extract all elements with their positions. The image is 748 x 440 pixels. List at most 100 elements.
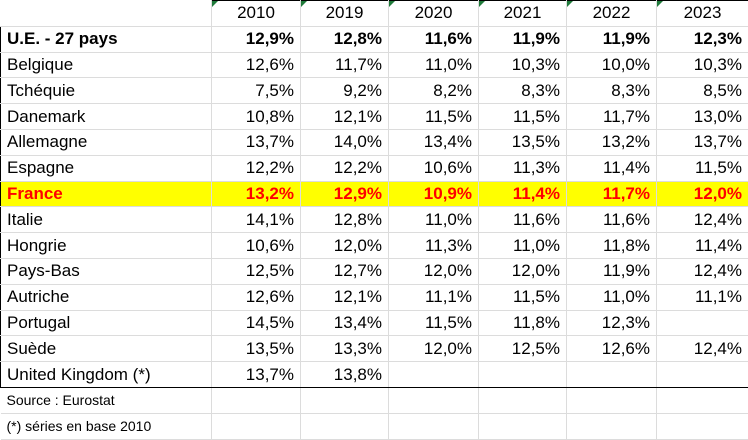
empty-cell[interactable] [567,387,657,413]
empty-cell[interactable] [567,413,657,439]
empty-cell[interactable] [657,413,748,439]
value-cell[interactable]: 11,9% [479,26,567,52]
value-cell[interactable]: 12,8% [301,26,389,52]
value-cell[interactable]: 7,5% [212,78,301,104]
value-cell[interactable]: 13,8% [301,362,389,388]
value-cell[interactable]: 11,7% [567,181,657,207]
value-cell[interactable] [479,362,567,388]
value-cell[interactable]: 14,5% [212,310,301,336]
value-cell[interactable] [657,362,748,388]
value-cell[interactable]: 14,1% [212,207,301,233]
value-cell[interactable] [567,362,657,388]
value-cell[interactable]: 10,0% [567,52,657,78]
value-cell[interactable]: 11,8% [567,233,657,259]
value-cell[interactable]: 8,5% [657,78,748,104]
empty-cell[interactable] [212,387,301,413]
empty-cell[interactable] [479,387,567,413]
year-header-cell[interactable]: 2022 [567,1,657,27]
year-header-cell[interactable]: 2020 [389,1,479,27]
value-cell[interactable]: 12,1% [301,284,389,310]
value-cell[interactable]: 12,5% [212,258,301,284]
value-cell[interactable]: 12,5% [479,336,567,362]
country-label-cell[interactable]: Hongrie [1,233,212,259]
value-cell[interactable]: 12,6% [212,52,301,78]
value-cell[interactable]: 11,4% [657,233,748,259]
empty-cell[interactable] [389,413,479,439]
value-cell[interactable]: 13,2% [567,129,657,155]
source-note[interactable]: Source : Eurostat [1,387,212,413]
value-cell[interactable]: 13,4% [389,129,479,155]
value-cell[interactable]: 11,8% [479,310,567,336]
value-cell[interactable]: 10,9% [389,181,479,207]
value-cell[interactable]: 12,2% [301,155,389,181]
value-cell[interactable]: 11,1% [389,284,479,310]
value-cell[interactable]: 8,3% [567,78,657,104]
value-cell[interactable]: 11,3% [389,233,479,259]
value-cell[interactable]: 13,4% [301,310,389,336]
value-cell[interactable]: 12,2% [212,155,301,181]
value-cell[interactable]: 8,2% [389,78,479,104]
value-cell[interactable]: 10,6% [212,233,301,259]
value-cell[interactable]: 12,4% [657,336,748,362]
value-cell[interactable]: 11,6% [567,207,657,233]
value-cell[interactable]: 12,0% [657,181,748,207]
value-cell[interactable]: 14,0% [301,129,389,155]
country-label-cell[interactable]: Portugal [1,310,212,336]
value-cell[interactable]: 11,6% [389,26,479,52]
value-cell[interactable]: 13,7% [212,129,301,155]
country-label-cell[interactable]: Tchéquie [1,78,212,104]
value-cell[interactable]: 11,6% [479,207,567,233]
header-corner-cell[interactable] [1,1,212,27]
year-header-cell[interactable]: 2023 [657,1,748,27]
value-cell[interactable]: 11,4% [567,155,657,181]
value-cell[interactable]: 11,5% [657,155,748,181]
empty-cell[interactable] [657,387,748,413]
country-label-cell[interactable]: Autriche [1,284,212,310]
value-cell[interactable]: 13,2% [212,181,301,207]
value-cell[interactable]: 10,3% [479,52,567,78]
value-cell[interactable]: 10,3% [657,52,748,78]
value-cell[interactable]: 9,2% [301,78,389,104]
value-cell[interactable]: 13,3% [301,336,389,362]
year-header-cell[interactable]: 2021 [479,1,567,27]
empty-cell[interactable] [212,413,301,439]
country-label-cell[interactable]: Italie [1,207,212,233]
value-cell[interactable]: 11,9% [567,258,657,284]
value-cell[interactable]: 12,6% [212,284,301,310]
series-note[interactable]: (*) séries en base 2010 [1,413,212,439]
value-cell[interactable]: 12,4% [657,258,748,284]
value-cell[interactable]: 11,4% [479,181,567,207]
empty-cell[interactable] [301,387,389,413]
country-label-cell[interactable]: United Kingdom (*) [1,362,212,388]
value-cell[interactable]: 11,0% [479,233,567,259]
value-cell[interactable]: 11,9% [567,26,657,52]
value-cell[interactable]: 12,0% [389,336,479,362]
value-cell[interactable]: 12,0% [389,258,479,284]
country-label-cell[interactable]: Allemagne [1,129,212,155]
value-cell[interactable]: 13,7% [212,362,301,388]
value-cell[interactable]: 13,0% [657,104,748,130]
empty-cell[interactable] [479,413,567,439]
value-cell[interactable]: 11,3% [479,155,567,181]
value-cell[interactable]: 11,5% [389,310,479,336]
value-cell[interactable]: 12,7% [301,258,389,284]
year-header-cell[interactable]: 2010 [212,1,301,27]
value-cell[interactable]: 10,8% [212,104,301,130]
value-cell[interactable]: 12,9% [301,181,389,207]
country-label-cell[interactable]: Pays-Bas [1,258,212,284]
value-cell[interactable]: 12,0% [479,258,567,284]
value-cell[interactable]: 11,7% [301,52,389,78]
value-cell[interactable]: 13,5% [479,129,567,155]
year-header-cell[interactable]: 2019 [301,1,389,27]
value-cell[interactable]: 12,3% [657,26,748,52]
value-cell[interactable]: 11,5% [479,104,567,130]
country-label-cell[interactable]: U.E. - 27 pays [1,26,212,52]
value-cell[interactable]: 8,3% [479,78,567,104]
value-cell[interactable]: 12,9% [212,26,301,52]
value-cell[interactable]: 11,0% [389,207,479,233]
value-cell[interactable]: 10,6% [389,155,479,181]
empty-cell[interactable] [389,387,479,413]
value-cell[interactable]: 11,0% [567,284,657,310]
country-label-cell[interactable]: Danemark [1,104,212,130]
value-cell[interactable]: 11,5% [479,284,567,310]
